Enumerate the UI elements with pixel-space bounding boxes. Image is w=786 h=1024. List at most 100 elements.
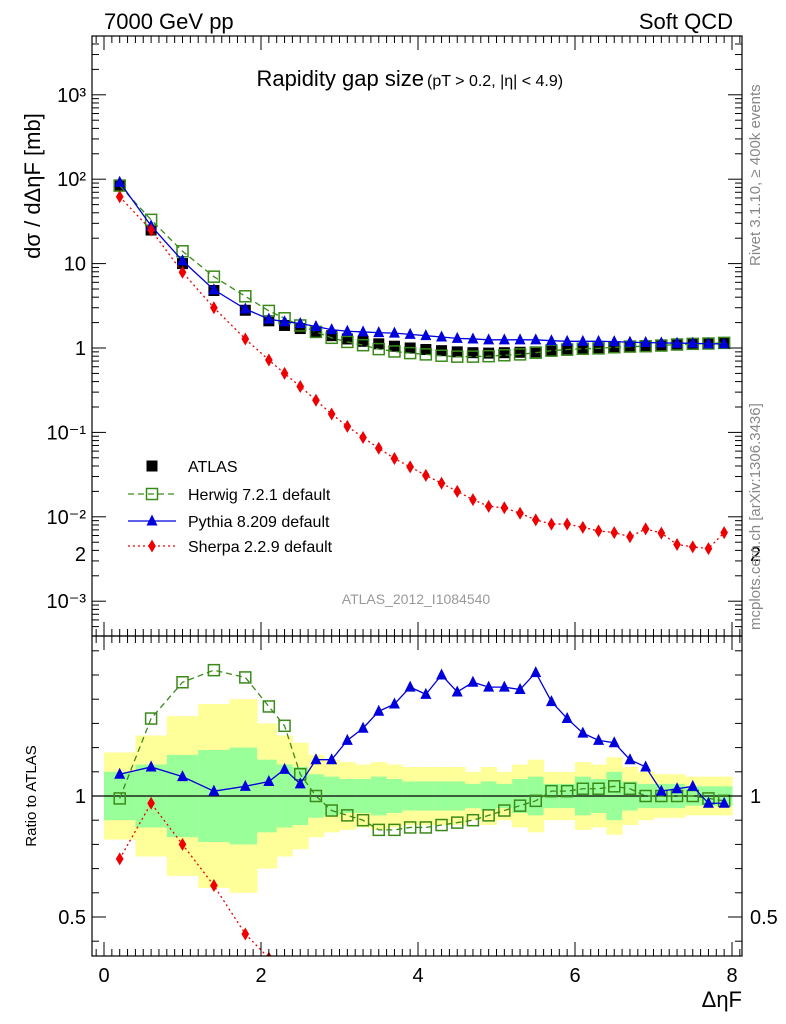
marker-sherpa bbox=[241, 332, 250, 346]
marker-sherpa bbox=[343, 419, 352, 433]
marker-herwig bbox=[419, 348, 433, 361]
ratio-y-tick-label: 2 bbox=[75, 544, 86, 566]
marker-pythia bbox=[451, 685, 463, 697]
marker-herwig bbox=[419, 821, 433, 834]
marker-sherpa bbox=[147, 223, 155, 237]
marker-sherpa bbox=[359, 431, 367, 445]
marker-herwig bbox=[513, 348, 527, 361]
marker-herwig bbox=[482, 809, 495, 822]
x-tick-label: 8 bbox=[726, 965, 737, 987]
marker-pythia bbox=[593, 334, 605, 346]
marker-pythia bbox=[420, 687, 432, 699]
marker-pythia bbox=[373, 704, 385, 716]
marker-sherpa bbox=[178, 265, 187, 279]
marker-herwig bbox=[435, 349, 448, 362]
marker-atlas bbox=[530, 346, 542, 358]
marker-sherpa bbox=[516, 506, 524, 520]
herwig-line bbox=[119, 669, 725, 831]
marker-pythia bbox=[208, 283, 220, 295]
marker-pythia bbox=[624, 753, 636, 765]
marker-pythia bbox=[561, 712, 573, 724]
marker-sherpa bbox=[210, 301, 218, 315]
ratio-y-tick-label: 2 bbox=[750, 544, 761, 566]
marker-atlas bbox=[467, 347, 479, 359]
ratio-ylabel: Ratio to ATLAS bbox=[23, 745, 40, 846]
marker-herwig bbox=[623, 782, 637, 795]
side-label-bottom: mcplots.cern.ch [arXiv:1306.3436] bbox=[747, 403, 764, 630]
header-right: Soft QCD bbox=[639, 9, 733, 34]
y-tick-label: 10³ bbox=[57, 85, 86, 107]
marker-herwig bbox=[356, 338, 370, 352]
marker-sherpa bbox=[210, 879, 218, 893]
marker-herwig bbox=[498, 804, 511, 817]
marker-pythia bbox=[326, 323, 338, 335]
marker-herwig bbox=[451, 350, 464, 363]
legend-label: Herwig 7.2.1 default bbox=[188, 487, 331, 504]
marker-herwig bbox=[325, 804, 338, 817]
marker-herwig bbox=[176, 676, 189, 689]
marker-pythia bbox=[608, 335, 620, 347]
marker-sherpa bbox=[327, 407, 336, 421]
marker-sherpa bbox=[374, 441, 383, 455]
marker-pythia bbox=[114, 767, 126, 779]
pythia-line bbox=[119, 181, 725, 345]
marker-sherpa bbox=[547, 517, 556, 531]
marker-herwig bbox=[207, 663, 221, 677]
marker-atlas bbox=[561, 344, 573, 356]
marker-pythia bbox=[655, 784, 667, 796]
marker-pythia bbox=[655, 336, 667, 348]
marker-sherpa bbox=[178, 837, 187, 851]
marker-pythia bbox=[294, 777, 306, 789]
ratio-y-tick-label: 0.5 bbox=[750, 907, 778, 929]
marker-pythia bbox=[114, 175, 126, 187]
marker-pythia bbox=[498, 680, 510, 692]
marker-pythia bbox=[577, 334, 589, 346]
marker-sherpa bbox=[281, 966, 289, 979]
marker-pythia bbox=[436, 668, 448, 680]
marker-sherpa bbox=[563, 517, 571, 531]
marker-herwig bbox=[207, 270, 221, 283]
marker-sherpa bbox=[312, 993, 320, 1006]
marker-pythia bbox=[451, 331, 463, 343]
marker-herwig bbox=[466, 350, 480, 363]
marker-sherpa bbox=[500, 501, 509, 515]
marker-sherpa bbox=[594, 524, 603, 538]
marker-sherpa bbox=[579, 520, 587, 534]
marker-pythia bbox=[671, 782, 683, 794]
marker-sherpa bbox=[688, 540, 697, 554]
marker-herwig bbox=[592, 782, 605, 795]
marker-sherpa bbox=[720, 526, 728, 540]
marker-atlas bbox=[545, 345, 557, 357]
marker-pythia bbox=[640, 336, 652, 348]
marker-herwig bbox=[309, 789, 323, 803]
marker-sherpa bbox=[484, 499, 493, 513]
marker-pythia bbox=[388, 697, 400, 709]
marker-herwig bbox=[639, 789, 652, 803]
marker-pythia bbox=[310, 753, 322, 765]
marker-sherpa bbox=[296, 379, 305, 393]
marker-pythia bbox=[608, 736, 620, 748]
marker-pythia bbox=[545, 334, 557, 346]
y-tick-label: 10² bbox=[57, 169, 86, 191]
ratio-y-tick-label: 1 bbox=[75, 786, 86, 808]
marker-sherpa bbox=[390, 452, 399, 466]
marker-sherpa bbox=[610, 526, 619, 540]
ratio-y-tick-label: 1 bbox=[750, 786, 761, 808]
marker-pythia bbox=[498, 333, 510, 345]
header-left: 7000 GeV pp bbox=[104, 9, 234, 34]
marker-pythia bbox=[146, 514, 158, 526]
marker-sherpa bbox=[673, 537, 681, 551]
marker-pythia bbox=[341, 733, 353, 745]
marker-pythia bbox=[177, 770, 188, 782]
marker-atlas bbox=[608, 342, 620, 354]
marker-herwig bbox=[341, 809, 354, 822]
marker-pythia bbox=[373, 326, 385, 338]
marker-atlas bbox=[498, 347, 510, 359]
side-label-top: Rivet 3.1.10, ≥ 400k events bbox=[747, 84, 764, 266]
y-tick-label: 1 bbox=[75, 338, 86, 360]
marker-sherpa bbox=[280, 366, 289, 380]
x-tick-label: 0 bbox=[98, 965, 109, 987]
marker-atlas bbox=[341, 333, 353, 345]
marker-herwig bbox=[435, 818, 448, 832]
y-tick-label: 10⁻² bbox=[47, 507, 87, 529]
